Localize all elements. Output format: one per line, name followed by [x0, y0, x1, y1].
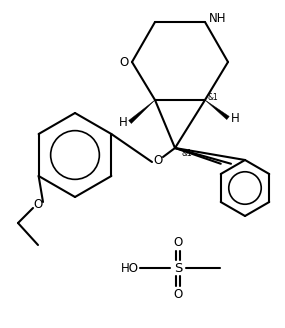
Polygon shape: [129, 100, 155, 124]
Text: O: O: [173, 236, 183, 250]
Text: O: O: [173, 288, 183, 300]
Polygon shape: [205, 100, 229, 120]
Text: O: O: [153, 154, 163, 167]
Text: &1: &1: [208, 92, 218, 101]
Text: HO: HO: [121, 261, 139, 275]
Text: O: O: [119, 55, 129, 69]
Text: NH: NH: [209, 11, 227, 25]
Text: S: S: [174, 261, 182, 275]
Text: H: H: [119, 115, 127, 129]
Text: O: O: [33, 198, 43, 212]
Text: H: H: [231, 112, 239, 125]
Text: &1: &1: [182, 149, 192, 157]
